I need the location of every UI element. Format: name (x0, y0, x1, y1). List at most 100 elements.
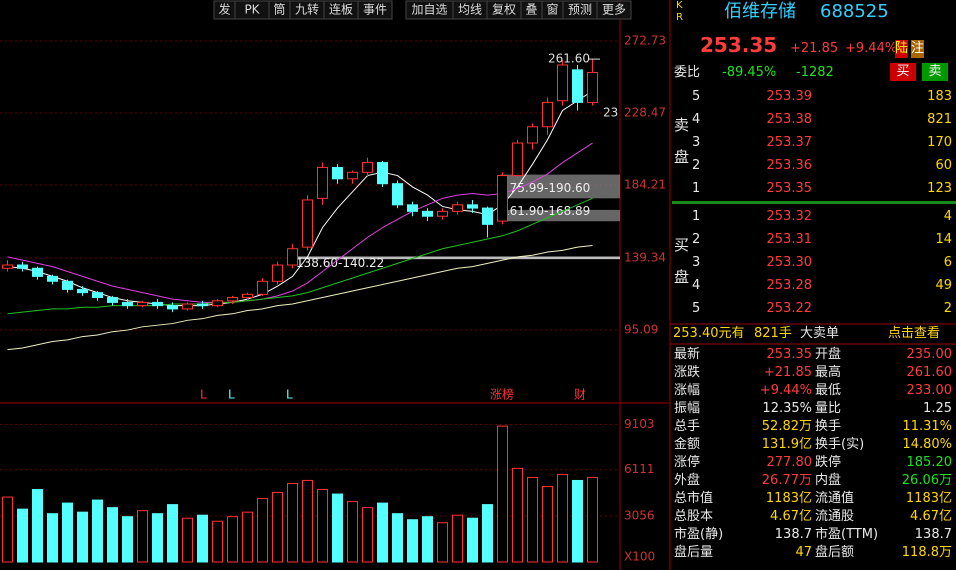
zone-label: 161.90-168.89 (502, 204, 590, 218)
toolbar-label[interactable]: 叠 (525, 3, 537, 17)
stat-label: 金额 (674, 437, 701, 452)
candle-body (2, 264, 13, 269)
candle-body (482, 207, 493, 225)
toolbar-label[interactable]: 更多 (602, 3, 626, 17)
candle-body (452, 204, 463, 212)
candle-body (557, 64, 568, 102)
book-price: 253.31 (766, 232, 813, 247)
book-volume: 6 (943, 255, 952, 270)
support-level (290, 256, 620, 260)
event-marker: 财 (574, 388, 586, 402)
toolbar-button[interactable] (596, 0, 632, 20)
stat-value: 138.7 (914, 527, 952, 542)
volume-bar (452, 514, 463, 563)
trade-info: 821手 (754, 326, 792, 341)
stat-value: 14.80% (902, 437, 952, 452)
candle-body (527, 126, 538, 144)
toolbar-label[interactable]: 发 (218, 2, 230, 17)
volume-bar (527, 476, 538, 563)
candle-body (332, 166, 343, 180)
stat-value: 261.60 (906, 365, 953, 380)
book-volume: 183 (927, 89, 952, 104)
book-volume: 2 (943, 301, 952, 316)
candle-body (167, 305, 178, 310)
volume-bar (482, 504, 493, 563)
toolbar-label[interactable]: 筒 (273, 2, 285, 17)
volume-bar (242, 511, 253, 563)
sell-button[interactable]: 卖 (922, 63, 948, 81)
volume-unit: X100 (624, 550, 655, 564)
volume-bar (257, 498, 268, 563)
stat-value: 233.00 (906, 383, 953, 398)
stat-value: 1183亿 (765, 491, 812, 506)
stat-label: 最新 (674, 347, 701, 362)
book-volume: 4 (943, 209, 952, 224)
y-tick-label: 228.47 (624, 105, 666, 119)
candle-body (212, 300, 223, 307)
stat-label: 市盈(TTM) (815, 527, 879, 542)
book-side-label: 卖 (674, 116, 690, 134)
stat-value: 1.25 (923, 401, 952, 416)
book-price: 253.22 (766, 301, 813, 316)
stat-value: 4.67亿 (770, 509, 812, 524)
stock-code: 688525 (820, 1, 889, 22)
toolbar-label[interactable]: 均线 (458, 3, 482, 17)
volume-bar (587, 476, 598, 563)
stat-label: 外盘 (674, 473, 701, 488)
toolbar-label[interactable]: PK (244, 3, 260, 17)
book-level: 4 (692, 112, 701, 127)
stat-label: 涨幅 (674, 383, 701, 398)
stat-label: 最高 (815, 365, 842, 380)
buy-button[interactable]: 买 (890, 63, 916, 81)
toolbar-label[interactable]: 窗 (546, 3, 558, 17)
book-price: 253.39 (766, 89, 813, 104)
stat-value: 118.8万 (901, 545, 952, 560)
stat-label: 总股本 (674, 509, 714, 524)
volume-bar (182, 517, 193, 563)
candle-body (122, 301, 133, 307)
candle-body (137, 301, 148, 307)
book-price: 253.35 (766, 181, 813, 196)
book-level: 2 (692, 158, 701, 173)
y-tick-label: 95.09 (624, 322, 658, 336)
trade-info[interactable]: 点击查看 (888, 326, 941, 341)
stat-value: 4.67亿 (910, 509, 952, 524)
book-level: 3 (692, 255, 701, 270)
stat-label: 涨跌 (674, 365, 701, 380)
stat-label: 最低 (815, 383, 842, 398)
toolbar-button[interactable] (357, 0, 393, 20)
toolbar-label[interactable]: 事件 (363, 3, 387, 17)
candle-body (377, 162, 388, 185)
toolbar-label[interactable]: 连板 (329, 2, 353, 17)
change-pct: +9.44% (845, 41, 898, 56)
book-level: 5 (692, 89, 701, 104)
volume-bar (167, 504, 178, 563)
candle-body (182, 303, 193, 310)
volume-bar (317, 489, 328, 563)
toolbar-label[interactable]: 加自选 (411, 3, 447, 17)
stat-value: +21.85 (763, 365, 812, 380)
volume-bar (467, 517, 478, 563)
toolbar-label[interactable]: 复权 (492, 3, 516, 17)
stat-value: 235.00 (906, 347, 953, 362)
stat-value: 185.20 (906, 455, 953, 470)
volume-bar (572, 479, 583, 563)
candle-body (347, 171, 358, 180)
label: 委比 (674, 65, 701, 80)
toolbar-label[interactable]: 预测 (568, 3, 592, 17)
stat-value: +9.44% (759, 383, 812, 398)
toolbar-label[interactable]: 九转 (295, 2, 319, 17)
volume-bar (2, 496, 13, 563)
candle-body (242, 293, 253, 299)
book-side-label: 买 (674, 236, 690, 254)
stat-value: 1183亿 (905, 491, 952, 506)
change: +21.85 (790, 41, 839, 56)
stat-value: 26.77万 (761, 473, 812, 488)
candle-body (317, 166, 328, 199)
candle-body (497, 175, 508, 222)
ratio: -89.45% (722, 65, 777, 80)
stat-value: 26.06万 (901, 473, 952, 488)
book-side-label: 盘 (674, 268, 690, 286)
volume-bar (227, 516, 238, 563)
volume-bar (92, 499, 103, 563)
